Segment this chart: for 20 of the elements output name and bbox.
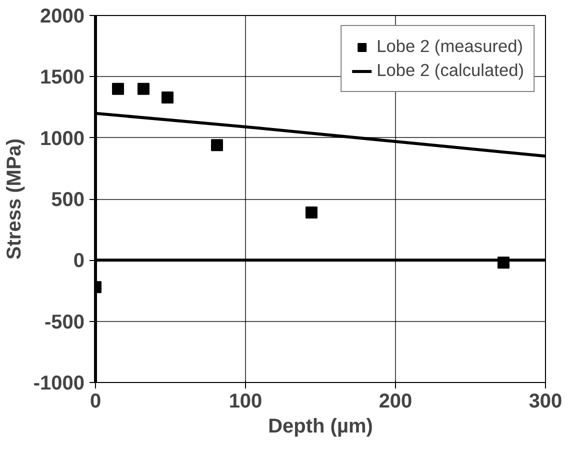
y-tick-label: 500	[51, 189, 85, 211]
point	[138, 82, 150, 95]
x-tick-label: 100	[228, 390, 262, 412]
y-tick-label: 1000	[40, 128, 85, 150]
y-axis-title: Stress (MPa)	[3, 138, 26, 260]
legend-label: Lobe 2 (calculated)	[376, 60, 524, 81]
y-tick-label: 2000	[40, 6, 85, 28]
y-tick-label: -1000	[33, 372, 85, 394]
point	[162, 91, 174, 104]
point	[211, 139, 223, 152]
point	[306, 206, 318, 218]
y-tick-label: -500	[44, 311, 84, 334]
x-tick-label: 0	[90, 390, 102, 412]
y-tick-label: 0	[73, 250, 84, 272]
x-axis-title: Depth (µm)	[268, 416, 373, 438]
point	[112, 82, 124, 95]
x-tick-label: 300	[528, 390, 562, 412]
x-tick-label: 200	[378, 390, 412, 412]
legend-label: Lobe 2 (measured)	[376, 36, 524, 57]
y-tick-label: 1500	[40, 66, 85, 89]
